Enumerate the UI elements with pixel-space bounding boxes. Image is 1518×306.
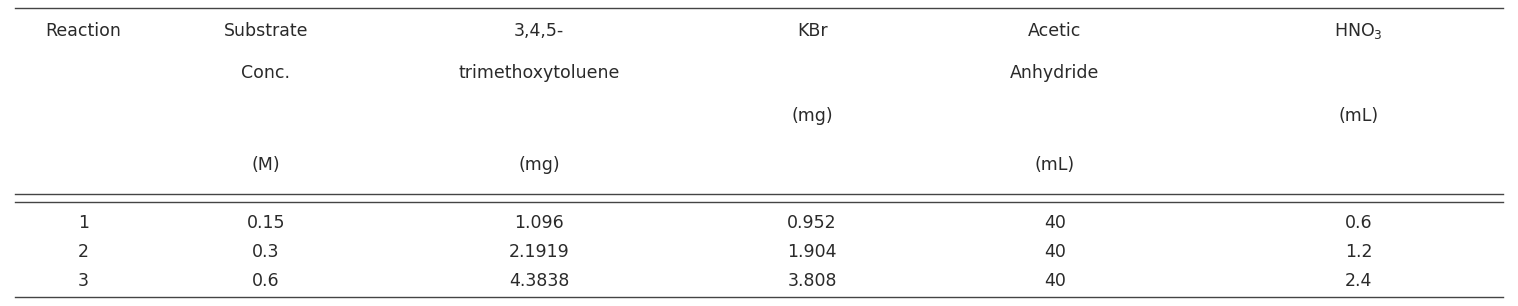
Text: 40: 40 xyxy=(1044,214,1066,232)
Text: 2: 2 xyxy=(77,243,90,260)
Text: (M): (M) xyxy=(252,156,279,174)
Text: 40: 40 xyxy=(1044,272,1066,289)
Text: Reaction: Reaction xyxy=(46,22,121,39)
Text: 1.096: 1.096 xyxy=(515,214,563,232)
Text: Acetic: Acetic xyxy=(1028,22,1082,39)
Text: 0.6: 0.6 xyxy=(1345,214,1372,232)
Text: 3.808: 3.808 xyxy=(788,272,836,289)
Text: (mg): (mg) xyxy=(791,107,833,125)
Text: 2.1919: 2.1919 xyxy=(509,243,569,260)
Text: 1: 1 xyxy=(77,214,90,232)
Text: HNO$_3$: HNO$_3$ xyxy=(1334,21,1383,41)
Text: 0.6: 0.6 xyxy=(252,272,279,289)
Text: 0.15: 0.15 xyxy=(246,214,285,232)
Text: 0.952: 0.952 xyxy=(788,214,836,232)
Text: KBr: KBr xyxy=(797,22,827,39)
Text: (mg): (mg) xyxy=(518,156,560,174)
Text: 2.4: 2.4 xyxy=(1345,272,1372,289)
Text: Anhydride: Anhydride xyxy=(1011,65,1099,82)
Text: Conc.: Conc. xyxy=(241,65,290,82)
Text: 3,4,5-: 3,4,5- xyxy=(513,22,565,39)
Text: Substrate: Substrate xyxy=(223,22,308,39)
Text: 4.3838: 4.3838 xyxy=(509,272,569,289)
Text: 1.904: 1.904 xyxy=(788,243,836,260)
Text: 3: 3 xyxy=(77,272,90,289)
Text: 0.3: 0.3 xyxy=(252,243,279,260)
Text: trimethoxytoluene: trimethoxytoluene xyxy=(458,65,619,82)
Text: (mL): (mL) xyxy=(1035,156,1075,174)
Text: (mL): (mL) xyxy=(1339,107,1378,125)
Text: 1.2: 1.2 xyxy=(1345,243,1372,260)
Text: 40: 40 xyxy=(1044,243,1066,260)
